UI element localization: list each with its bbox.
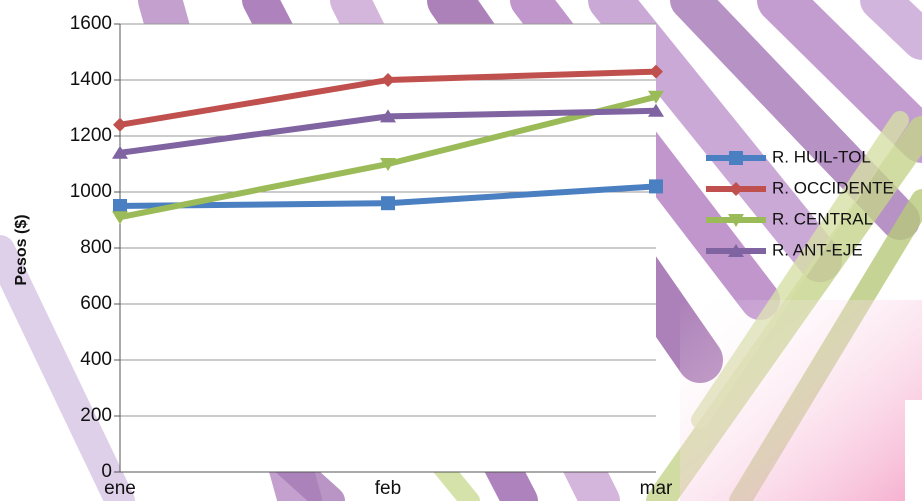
x-tick-labels: ene feb mar	[104, 478, 673, 499]
x-tick-label: ene	[104, 478, 136, 499]
data-point	[649, 179, 663, 194]
legend-label: R. ANT-EJE	[772, 240, 863, 259]
y-tick-label: 800	[80, 237, 112, 258]
data-point	[113, 199, 127, 213]
series-1	[113, 64, 663, 132]
legend-marker	[729, 182, 743, 196]
series-2	[112, 90, 664, 225]
data-point	[649, 64, 663, 79]
series-group	[112, 64, 664, 225]
legend-marker	[728, 214, 744, 227]
legend-item: R. HUIL-TOL	[706, 147, 871, 166]
y-tick-label: 1600	[70, 13, 112, 34]
legend: R. HUIL-TOL R. OCCIDENTE R. CENTRAL R. ANT-…	[706, 147, 894, 259]
x-tick-label: feb	[375, 478, 401, 499]
y-tick-label: 1200	[70, 125, 112, 146]
y-tick-label: 600	[80, 293, 112, 314]
data-point	[112, 145, 128, 159]
data-point	[648, 90, 664, 104]
legend-item: R. ANT-EJE	[706, 240, 863, 259]
data-point	[380, 109, 396, 123]
legend-marker	[729, 151, 743, 165]
y-tick-label: 1000	[70, 181, 112, 202]
data-point	[113, 117, 127, 132]
legend-item: R. CENTRAL	[706, 209, 873, 228]
series-0	[113, 179, 663, 213]
legend-item: R. OCCIDENTE	[706, 178, 894, 197]
data-point	[648, 103, 664, 117]
data-point	[112, 211, 128, 225]
legend-marker	[728, 244, 744, 257]
y-tick-label: 400	[80, 349, 112, 370]
y-tick-label: 200	[80, 405, 112, 426]
legend-label: R. CENTRAL	[772, 209, 873, 228]
data-point	[381, 73, 395, 87]
data-point	[381, 196, 395, 211]
legend-label: R. HUIL-TOL	[772, 147, 871, 166]
legend-label: R. OCCIDENTE	[772, 178, 894, 197]
x-tick-label: mar	[640, 478, 673, 499]
data-point	[380, 158, 396, 171]
y-tick-label: 1400	[70, 69, 112, 90]
series-3	[112, 103, 664, 159]
y-tick-label: 0	[101, 461, 112, 482]
y-tick-labels: 0 200 400 600 800 1000 1200 1400 1600	[70, 13, 120, 482]
y-axis-title: Pesos ($)	[13, 214, 30, 285]
